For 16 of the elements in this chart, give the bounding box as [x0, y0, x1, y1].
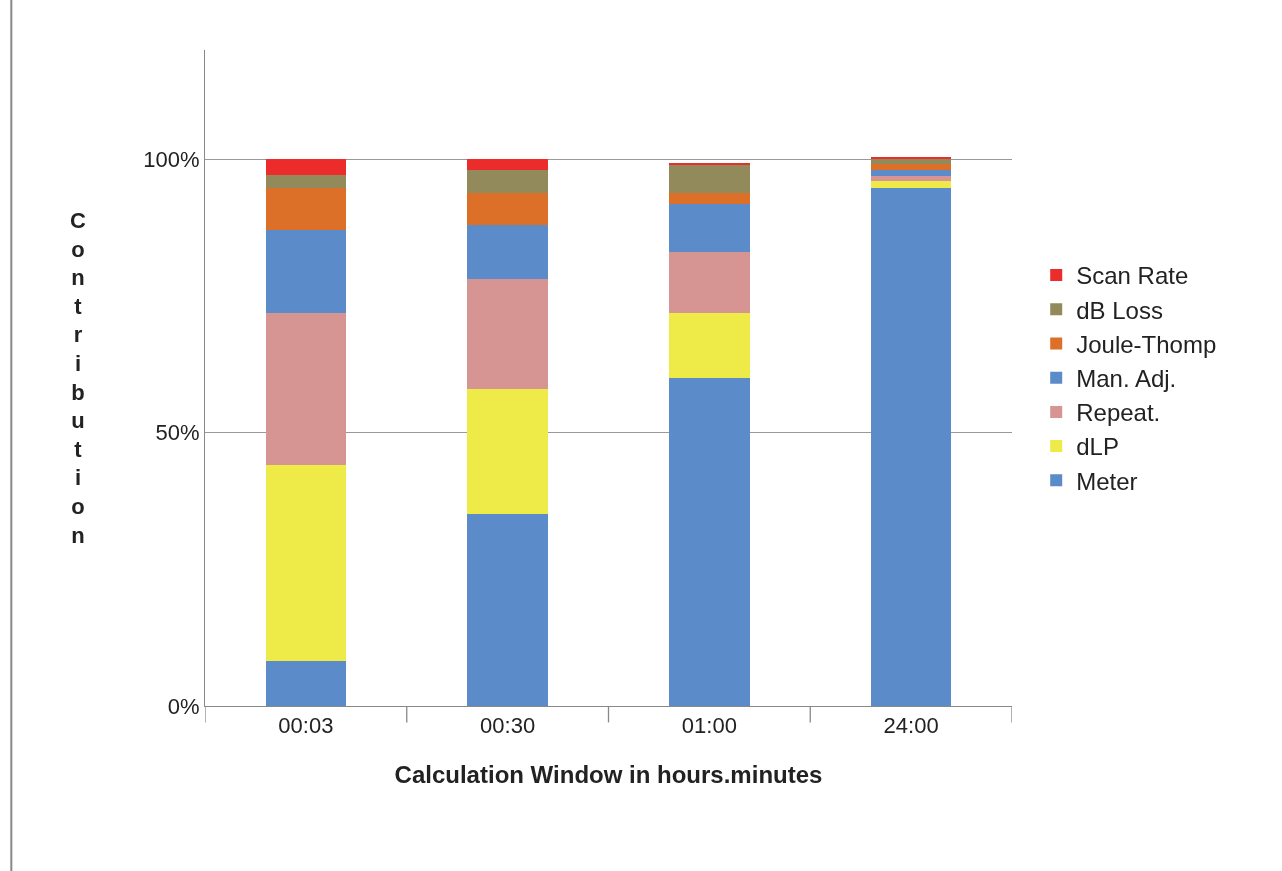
- legend-label: Repeat.: [1076, 399, 1161, 427]
- legend-label: dB Loss: [1076, 296, 1163, 324]
- legend-label: Scan Rate: [1076, 262, 1189, 290]
- legend-label: Meter: [1076, 467, 1138, 495]
- x-tick-label: 00:30: [480, 713, 536, 739]
- x-tick-label: 01:00: [681, 713, 737, 739]
- text: Contribution: [70, 208, 86, 548]
- x-axis-title: Calculation Window in hours.minutes: [394, 760, 823, 788]
- legend-label: Joule-Thomp: [1076, 330, 1217, 358]
- legend-label: Man. Adj.: [1076, 365, 1177, 393]
- y-tick-label: 50%: [155, 420, 200, 446]
- x-tick-label: 00:03: [278, 713, 334, 739]
- legend-label: dLP: [1076, 433, 1119, 461]
- y-tick-label: 100%: [143, 147, 200, 173]
- y-tick-label: 0%: [167, 693, 200, 719]
- x-tick-label: 24:00: [883, 713, 939, 739]
